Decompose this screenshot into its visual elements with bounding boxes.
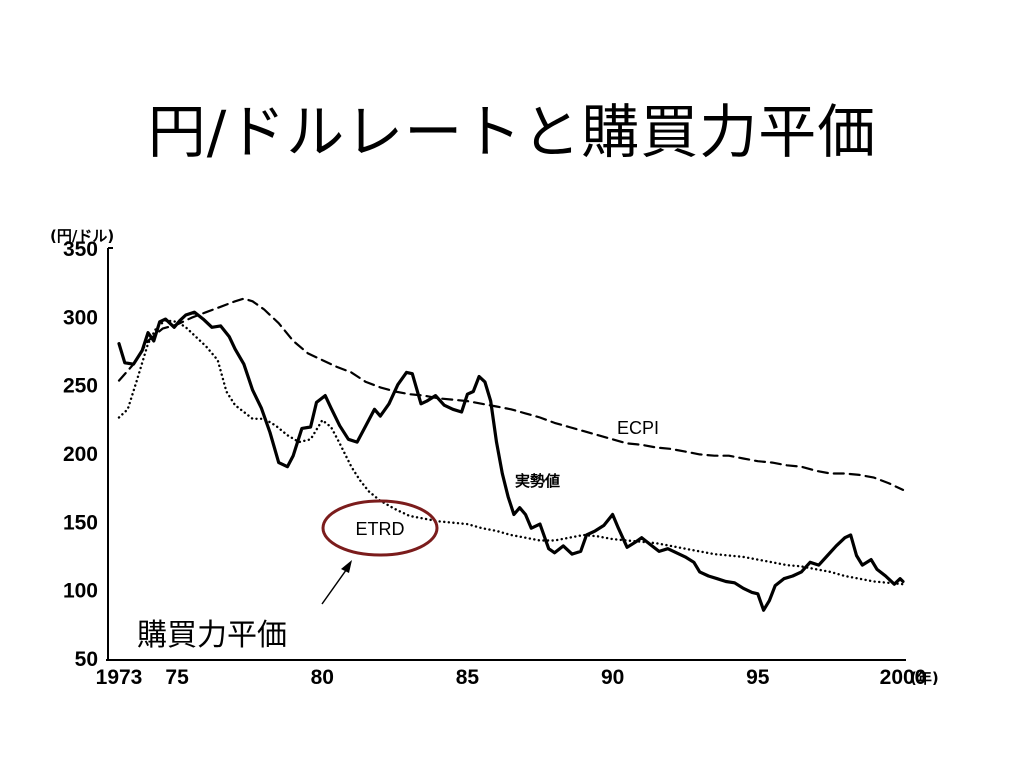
x-axis-unit: (年) [910,669,939,687]
y-tick-label: 300 [63,306,98,329]
x-tick-label: 85 [456,666,480,689]
y-tick-label: 100 [63,580,98,603]
ppp-arrow-head [341,560,352,573]
x-tick-labels: 1973 75 80 85 90 95 2000 [96,666,927,689]
ecpi-line [117,297,905,491]
x-tick-label: 90 [601,666,624,689]
y-tick-label: 50 [75,648,98,671]
etrd-ellipse [321,499,439,557]
market-rate-line [117,310,905,612]
ppp-line [117,319,905,586]
y-axis-unit: (円/ドル) [50,227,114,245]
y-tick-labels: 50 100 150 200 250 300 350 [63,238,98,671]
y-tick-label: 150 [63,511,98,534]
slide-title: 円/ドルレートと購買力平価 [147,98,877,166]
ecpi-label: ECPI [617,418,659,438]
ppp-label: 購買力平価 [137,618,287,653]
y-axis: (円/ドル) 50 100 150 200 250 300 350 [50,227,114,671]
x-tick-label: 2000 [880,666,927,689]
ppp-callout: 購買力平価 [137,560,352,653]
series-layer [117,297,905,612]
x-tick-label: 75 [165,666,189,689]
ppp-arrow-line [321,565,350,605]
x-tick-label: 95 [746,666,770,689]
market-rate-label: 実勢値 [515,472,560,490]
y-tick-label: 350 [63,238,98,261]
x-axis: 1973 75 80 85 90 95 2000 (年) [96,659,939,689]
y-tick-label: 250 [63,375,98,398]
x-tick-label: 1973 [96,666,143,689]
etrd-label: ETRD [356,519,405,539]
x-tick-label: 80 [311,666,334,689]
etrd-callout: ETRD [321,499,439,557]
y-tick-label: 200 [63,443,98,466]
